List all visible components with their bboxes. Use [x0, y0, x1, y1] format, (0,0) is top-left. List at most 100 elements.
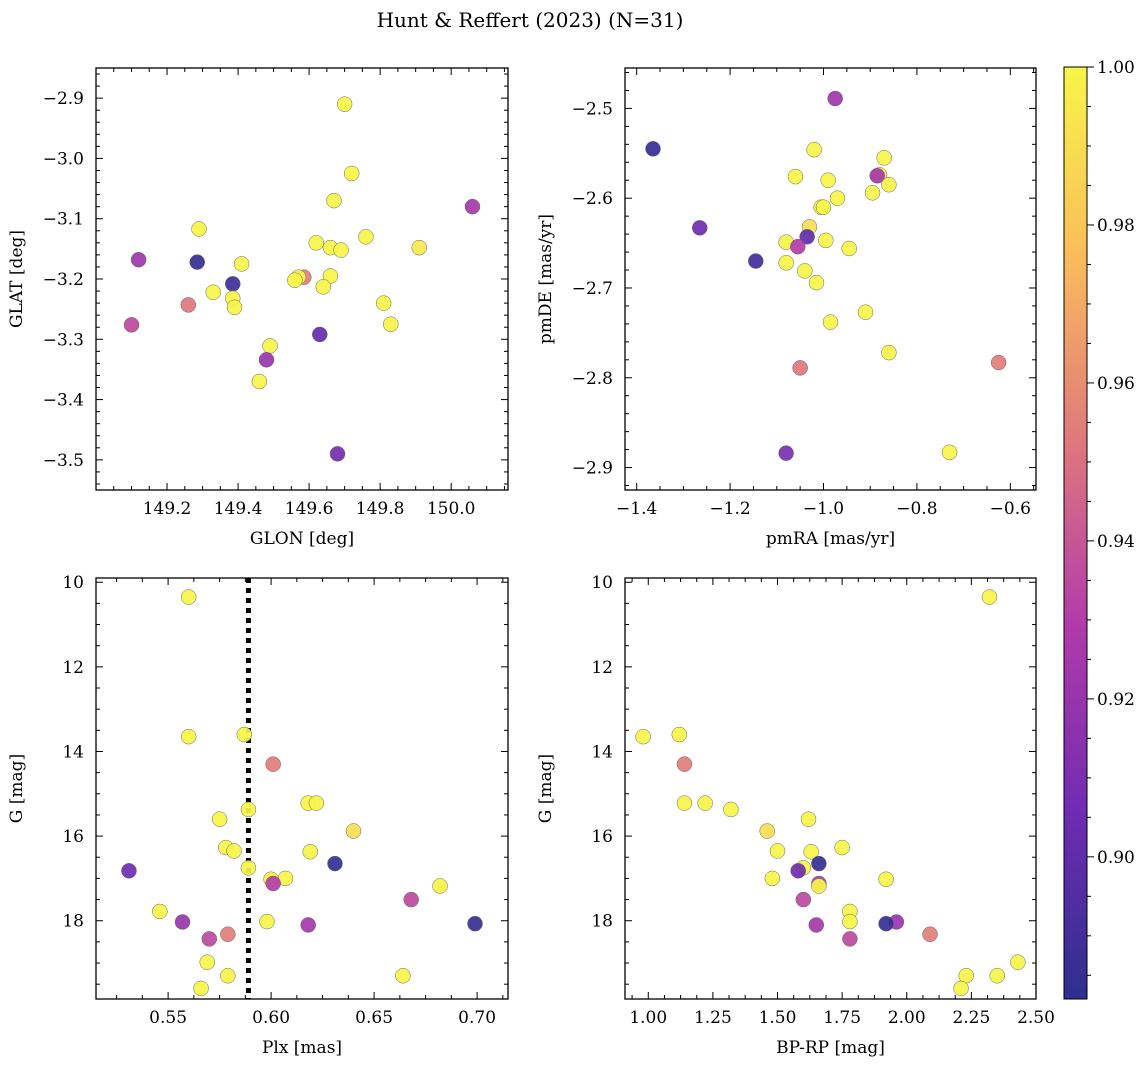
data-point: [881, 344, 897, 361]
data-point: [790, 238, 806, 255]
x-tick-label: 149.4: [214, 499, 263, 519]
y-tick-label: 18: [591, 912, 613, 932]
y-tick-label: −2.6: [572, 189, 613, 209]
data-point: [220, 926, 236, 943]
y-tick-label: 10: [62, 573, 84, 593]
x-tick-label: 149.6: [285, 499, 334, 519]
data-point: [336, 96, 353, 112]
data-point: [121, 863, 137, 879]
data-point: [211, 811, 228, 827]
data-point: [308, 235, 324, 251]
axes-frame: [624, 67, 1037, 491]
data-point: [790, 863, 806, 879]
data-point: [315, 279, 332, 295]
axes-frame: [624, 577, 1037, 1000]
data-point: [803, 844, 819, 860]
colorbar-tick-label: 0.96: [1097, 374, 1135, 394]
data-point: [941, 444, 958, 461]
data-point: [800, 811, 817, 827]
axes-frame: [95, 577, 509, 1000]
scatter-points: [121, 578, 483, 999]
x-tick-label: 149.2: [143, 499, 192, 519]
scatter-points: [645, 90, 1007, 461]
data-point: [815, 199, 832, 215]
data-point: [723, 801, 739, 818]
panel-bprp-g: 1.00 1.25 1.50 1.75 2.00 2.25 2.50 10 12 14 16 18 BP…: [536, 573, 1055, 1058]
data-point: [383, 316, 399, 332]
data-point: [676, 756, 693, 772]
scatter-points: [123, 96, 481, 462]
data-point: [174, 914, 191, 930]
data-point: [236, 726, 253, 743]
data-point: [869, 167, 885, 184]
data-point: [820, 172, 836, 188]
x-tick-label: 0.65: [355, 1008, 393, 1028]
data-point: [953, 980, 969, 997]
y-tick-label: −2.8: [572, 369, 613, 389]
panel-glon-glat: 149.2 149.4 149.6 149.8 150.0 −2.9 −3.0 −3.1 −3.…: [7, 67, 509, 549]
data-point: [199, 954, 215, 970]
y-tick-label: −2.5: [572, 99, 613, 119]
y-tick-label: −2.7: [572, 279, 613, 299]
figure-title: Hunt & Reffert (2023) (N=31): [377, 8, 684, 32]
y-axis-label: GLAT [deg]: [7, 230, 27, 328]
data-point: [834, 839, 850, 856]
colorbar-tick-label: 0.90: [1097, 848, 1135, 868]
scatter-points: [635, 589, 1026, 997]
data-point: [287, 272, 303, 288]
data-point: [302, 844, 318, 860]
x-tick-label: −1.2: [709, 499, 750, 519]
data-point: [808, 274, 825, 291]
x-tick-label: 2.25: [952, 1008, 990, 1028]
data-point: [233, 256, 250, 272]
x-axis-label: GLON [deg]: [250, 529, 354, 549]
data-point: [811, 878, 827, 894]
data-point: [358, 229, 374, 245]
data-point: [645, 141, 661, 157]
data-point: [857, 304, 874, 320]
data-point: [322, 268, 339, 284]
y-tick-label: 14: [62, 742, 84, 762]
data-point: [769, 843, 786, 859]
y-tick-label: 12: [62, 658, 84, 678]
data-point: [795, 891, 812, 908]
y-tick-label: −3.2: [43, 270, 84, 290]
y-axis-label: pmDE [mas/yr]: [536, 214, 556, 344]
y-tick-label: −3.5: [43, 451, 84, 471]
data-point: [797, 263, 813, 279]
data-point: [829, 190, 846, 206]
data-point: [251, 373, 268, 390]
colorbar: 0.90 0.92 0.94 0.96 0.98 1.00: [1063, 58, 1135, 1000]
data-point: [226, 843, 242, 859]
x-tick-label: 2.50: [1017, 1008, 1055, 1028]
y-tick-label: −3.3: [43, 330, 84, 350]
colorbar-tick-label: 0.98: [1097, 216, 1135, 236]
data-point: [180, 297, 197, 313]
data-point: [326, 192, 342, 209]
data-point: [811, 855, 827, 872]
data-point: [180, 728, 197, 745]
y-tick-label: −2.9: [43, 89, 84, 109]
data-point: [312, 326, 328, 343]
x-tick-label: 1.50: [759, 1008, 797, 1028]
data-point: [881, 176, 897, 193]
data-point: [123, 317, 140, 333]
y-tick-label: −3.1: [43, 210, 84, 230]
data-point: [333, 242, 349, 258]
data-point: [191, 221, 207, 237]
data-point: [467, 915, 483, 932]
x-tick-label: 150.0: [427, 499, 476, 519]
data-point: [878, 871, 894, 888]
data-point: [259, 913, 275, 930]
data-point: [981, 589, 998, 605]
data-point: [152, 903, 168, 920]
y-axis-label: G [mag]: [536, 754, 556, 823]
x-axis-label: pmRA [mas/yr]: [766, 529, 895, 549]
data-point: [635, 728, 651, 745]
data-point: [822, 314, 839, 330]
x-tick-label: 1.75: [823, 1008, 861, 1028]
data-point: [792, 360, 808, 376]
data-point: [345, 823, 362, 839]
panel-plx-g: 0.55 0.60 0.65 0.70 10 12 14 16 18 Plx [mas] G [ma…: [7, 573, 509, 1058]
